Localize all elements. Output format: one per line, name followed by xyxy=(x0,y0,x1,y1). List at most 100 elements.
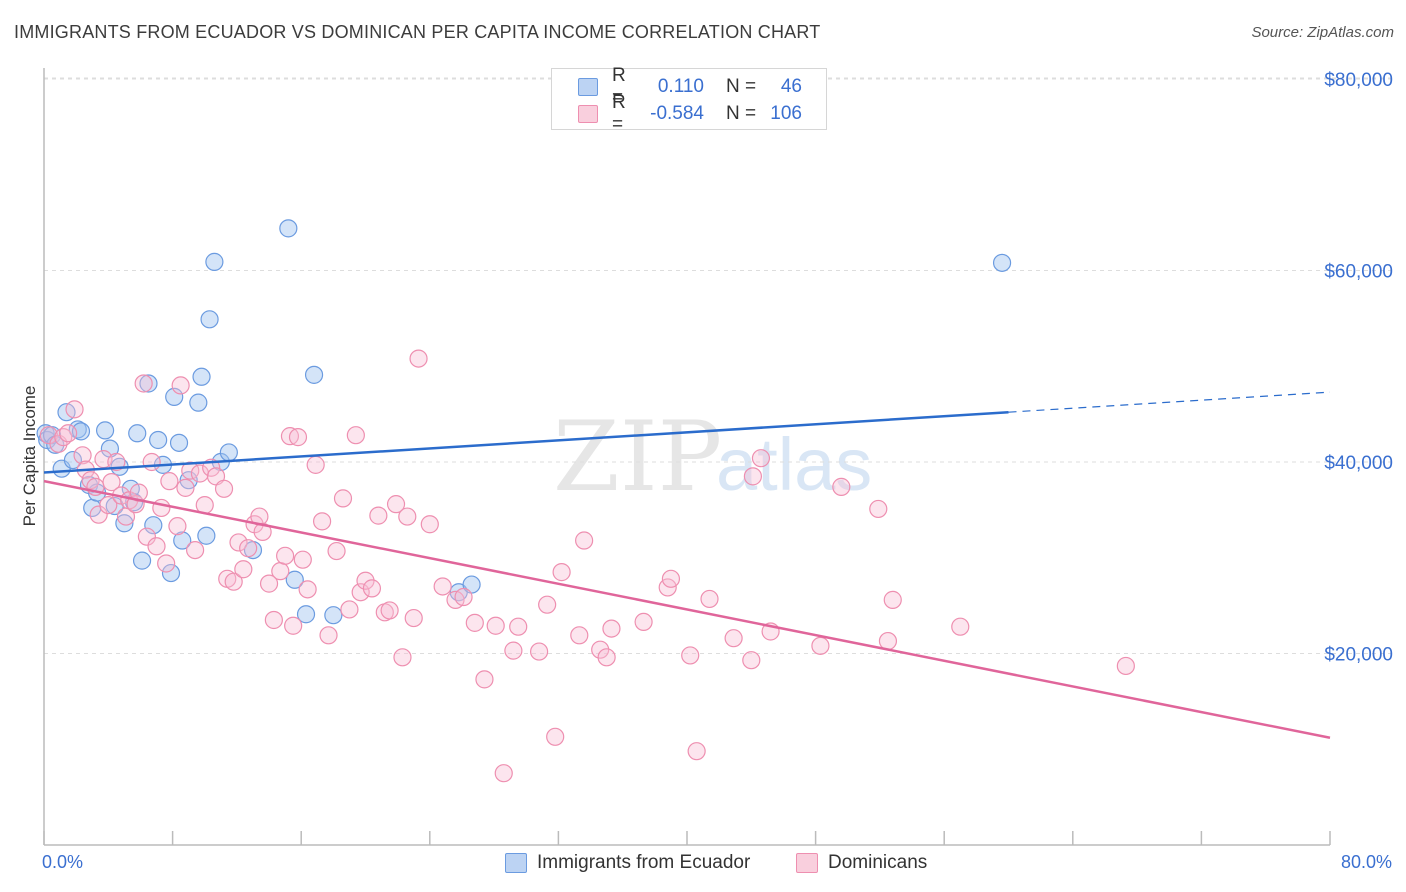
point-dominicans xyxy=(253,522,272,541)
point-dominicans xyxy=(951,617,970,636)
point-ecuador xyxy=(192,367,211,386)
point-ecuador xyxy=(115,514,134,533)
series-legend-label-dominicans: Dominicans xyxy=(828,852,928,873)
y-tick-label: $80,000 xyxy=(1324,70,1393,91)
point-dominicans xyxy=(751,449,771,468)
point-dominicans xyxy=(687,742,706,761)
point-dominicans xyxy=(380,601,399,620)
trendline-dominicans xyxy=(43,479,1331,739)
point-dominicans xyxy=(409,349,428,368)
legend-r-value-dominicans: -0.584 xyxy=(650,102,704,124)
point-dominicans xyxy=(271,562,290,581)
correlation-legend: R = 0.110 N = 46 R = -0.584 N = 106 xyxy=(551,65,827,135)
point-ecuador xyxy=(205,252,224,271)
point-dominicans xyxy=(319,626,338,645)
point-dominicans xyxy=(73,446,92,465)
point-dominicans xyxy=(346,426,365,445)
legend-r-label: R = xyxy=(612,64,626,108)
point-ecuador xyxy=(304,365,324,384)
point-dominicans xyxy=(552,563,571,582)
point-dominicans xyxy=(504,641,523,660)
point-ecuador xyxy=(296,605,316,624)
point-dominicans xyxy=(168,517,187,536)
point-dominicans xyxy=(65,400,84,419)
point-dominicans xyxy=(239,539,258,558)
point-dominicans xyxy=(351,583,370,602)
legend-r-value-ecuador: 0.110 xyxy=(657,75,704,97)
point-dominicans xyxy=(570,626,589,645)
point-dominicans xyxy=(327,541,346,561)
point-ecuador xyxy=(197,526,216,545)
point-dominicans xyxy=(152,498,171,518)
watermark-atlas: atlas xyxy=(716,423,872,506)
point-dominicans xyxy=(160,472,179,491)
point-ecuador xyxy=(132,551,152,570)
point-dominicans xyxy=(157,554,176,573)
watermark-zip: ZIP xyxy=(553,401,722,513)
point-dominicans xyxy=(59,424,78,443)
point-dominicans xyxy=(229,533,248,552)
series-legend-label-ecuador: Immigrants from Ecuador xyxy=(537,852,751,873)
point-dominicans xyxy=(398,507,417,526)
point-dominicans xyxy=(89,505,108,524)
point-dominicans xyxy=(264,610,283,630)
point-ecuador xyxy=(285,570,304,589)
point-dominicans xyxy=(454,587,473,607)
point-dominicans xyxy=(312,512,332,531)
legend-n-label: N = xyxy=(726,102,757,124)
point-dominicans xyxy=(276,546,295,565)
point-dominicans xyxy=(420,515,439,534)
point-dominicans xyxy=(293,550,312,569)
point-dominicans xyxy=(494,764,513,783)
chart-title: IMMIGRANTS FROM ECUADOR VS DOMINICAN PER… xyxy=(14,22,821,42)
point-dominicans xyxy=(134,374,153,393)
point-dominicans xyxy=(724,629,743,648)
x-axis-min-label: 0.0% xyxy=(42,852,84,872)
point-dominicans xyxy=(832,477,851,496)
legend-r-label: R = xyxy=(612,91,626,135)
point-dominicans xyxy=(530,642,549,661)
point-dominicans xyxy=(214,479,234,498)
legend-n-value-ecuador: 46 xyxy=(780,75,802,97)
point-dominicans xyxy=(602,619,621,638)
legend-swatch-ecuador xyxy=(578,77,598,96)
point-dominicans xyxy=(509,617,528,636)
point-dominicans xyxy=(259,574,279,593)
legend-n-value-dominicans: 106 xyxy=(770,102,802,124)
series-legend-swatch-dominicans xyxy=(796,853,818,873)
point-ecuador xyxy=(128,424,147,443)
point-ecuador xyxy=(219,443,238,462)
point-dominicans xyxy=(224,572,243,591)
point-dominicans xyxy=(546,727,565,746)
point-dominicans xyxy=(186,540,205,560)
point-dominicans xyxy=(386,495,406,514)
series-legend-dominicans[interactable]: Dominicans xyxy=(796,852,927,874)
point-dominicans xyxy=(393,648,412,667)
trendline-ecuador xyxy=(43,410,1009,474)
point-dominicans xyxy=(171,376,190,395)
point-ecuador xyxy=(161,563,181,583)
point-ecuador xyxy=(95,421,115,440)
legend-row-ecuador: R = 0.110 N = 46 xyxy=(552,65,802,108)
point-dominicans xyxy=(681,646,700,665)
point-dominicans xyxy=(147,537,166,556)
point-dominicans xyxy=(538,595,557,614)
point-ecuador xyxy=(173,531,192,550)
legend-row-dominicans: R = -0.584 N = 106 xyxy=(552,92,802,135)
point-dominicans xyxy=(878,631,898,651)
legend-swatch-dominicans xyxy=(578,104,598,123)
legend-n-label: N = xyxy=(726,75,757,97)
point-dominicans xyxy=(743,467,763,486)
point-ecuador xyxy=(200,310,219,329)
y-tick-label: $60,000 xyxy=(1324,262,1393,283)
point-dominicans xyxy=(298,580,317,599)
y-tick-label: $40,000 xyxy=(1324,453,1393,474)
point-dominicans xyxy=(369,506,388,525)
point-ecuador xyxy=(279,219,298,238)
point-dominicans xyxy=(486,616,505,635)
point-ecuador xyxy=(324,606,343,625)
point-dominicans xyxy=(288,428,308,447)
source-label: Source: ZipAtlas.com xyxy=(1251,24,1394,41)
series-legend-ecuador[interactable]: Immigrants from Ecuador xyxy=(505,852,750,874)
point-ecuador xyxy=(63,450,83,470)
